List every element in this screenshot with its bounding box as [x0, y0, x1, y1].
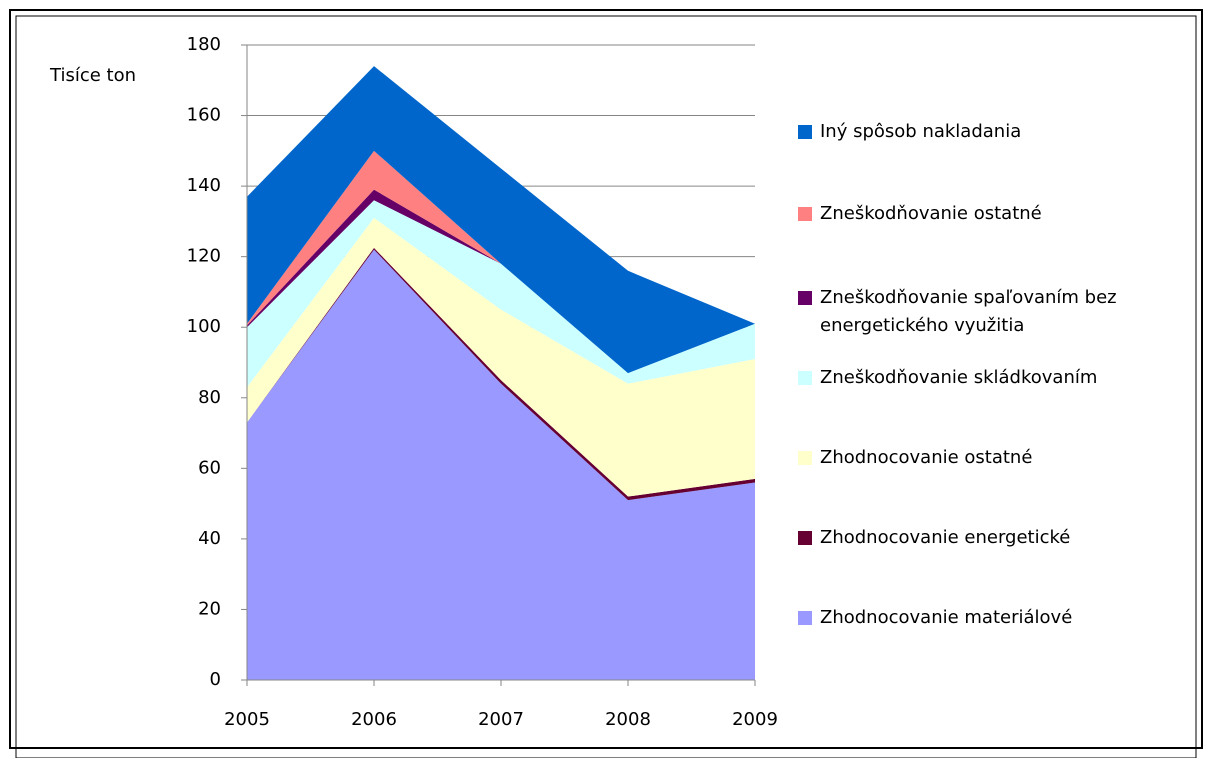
x-tick-label: 2008 [605, 709, 651, 730]
x-tick-label: 2005 [224, 709, 270, 730]
area [247, 200, 755, 388]
legend-item: Zneškodňovanie ostatné [798, 200, 1118, 228]
legend-label: Zneškodňovanie skládkovaním [820, 367, 1098, 388]
y-tick-label: 100 [187, 316, 221, 337]
area [247, 249, 755, 680]
legend-label: Iný spôsob nakladania [820, 121, 1022, 142]
legend-swatch [798, 611, 812, 625]
legend-swatch [798, 291, 812, 305]
legend-item: Zneškodňovanie spaľovaním bez energetick… [798, 284, 1118, 340]
y-tick-label: 140 [187, 175, 221, 196]
y-tick-label: 20 [198, 598, 221, 619]
frame [9, 9, 1203, 749]
legend-label: Zneškodňovanie ostatné [820, 203, 1042, 224]
frame-inner [15, 15, 1197, 758]
legend-label: Zhodnocovanie energetické [820, 527, 1071, 548]
x-tick-label: 2007 [478, 709, 524, 730]
area [247, 217, 755, 497]
legend-swatch [798, 451, 812, 465]
y-tick-label: 160 [187, 105, 221, 126]
y-tick-label: 40 [198, 528, 221, 549]
y-tick-label: 0 [210, 669, 221, 690]
legend-item: Zneškodňovanie skládkovaním [798, 364, 1118, 392]
x-tick-label: 2009 [732, 709, 778, 730]
x-tick-label: 2006 [351, 709, 397, 730]
y-tick-label: 60 [198, 457, 221, 478]
legend-swatch [798, 531, 812, 545]
legend-label: Zneškodňovanie spaľovaním bez energetick… [820, 287, 1117, 336]
legend-label: Zhodnocovanie ostatné [820, 447, 1033, 468]
legend-swatch [798, 207, 812, 221]
y-tick-label: 80 [198, 387, 221, 408]
legend-swatch [798, 371, 812, 385]
legend-swatch [798, 125, 812, 139]
legend-item: Zhodnocovanie energetické [798, 524, 1118, 552]
legend-item: Zhodnocovanie ostatné [798, 444, 1118, 472]
y-tick-label: 180 [187, 34, 221, 55]
legend-item: Iný spôsob nakladania [798, 118, 1118, 146]
legend-item: Zhodnocovanie materiálové [798, 604, 1118, 632]
legend-label: Zhodnocovanie materiálové [820, 607, 1073, 628]
area [247, 66, 755, 374]
y-tick-label: 120 [187, 246, 221, 267]
y-axis-label: Tisíce ton [49, 65, 136, 86]
